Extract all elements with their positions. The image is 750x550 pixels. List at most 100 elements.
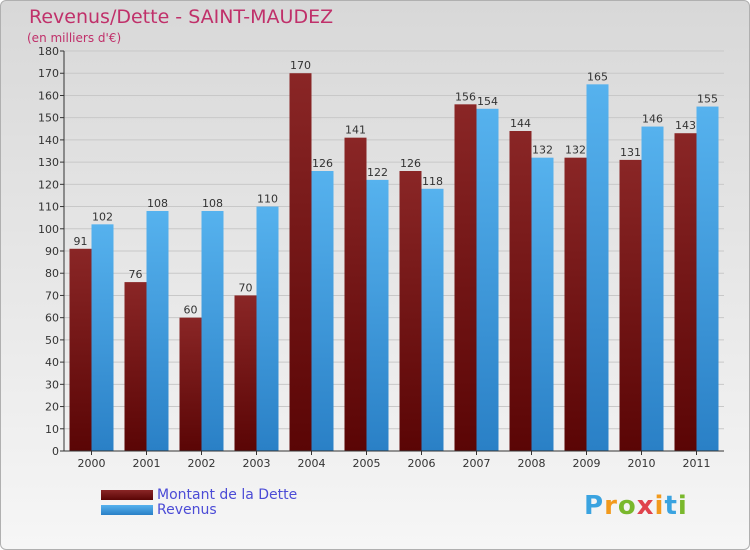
- bar-dette: [564, 157, 587, 451]
- legend-swatch-revenus: [101, 504, 153, 515]
- x-tick-label: 2010: [628, 457, 656, 470]
- y-tick-label: 10: [45, 423, 59, 436]
- y-tick-label: 40: [45, 356, 59, 369]
- logo-letter: o: [617, 491, 637, 521]
- data-label-revenus: 102: [92, 210, 113, 223]
- bar-revenus: [201, 211, 224, 451]
- logo-letter: r: [604, 491, 618, 521]
- y-tick-label: 170: [38, 67, 59, 80]
- data-label-revenus: 126: [312, 157, 333, 170]
- x-tick-label: 2008: [518, 457, 546, 470]
- legend: Montant de la Dette Revenus: [101, 486, 298, 518]
- data-label-revenus: 132: [532, 144, 553, 157]
- y-tick-label: 160: [38, 89, 59, 102]
- x-tick-label: 2001: [133, 457, 161, 470]
- legend-swatch-dette: [101, 489, 153, 500]
- bar-dette: [509, 131, 532, 451]
- bar-dette: [179, 317, 202, 451]
- data-label-dette: 70: [239, 281, 253, 294]
- bar-dette: [674, 133, 697, 451]
- bar-dette: [619, 159, 642, 451]
- bar-revenus: [256, 206, 279, 451]
- bar-revenus: [476, 108, 499, 452]
- bar-revenus: [641, 126, 664, 452]
- y-tick-label: 140: [38, 134, 59, 147]
- x-tick-label: 2004: [298, 457, 326, 470]
- bar-dette: [344, 137, 367, 451]
- y-tick-label: 30: [45, 378, 59, 391]
- y-tick-label: 20: [45, 401, 59, 414]
- bars: [69, 73, 719, 452]
- bar-revenus: [366, 179, 389, 451]
- bar-dette: [289, 73, 312, 451]
- data-label-dette: 91: [74, 235, 88, 248]
- bar-dette: [69, 248, 92, 451]
- logo-letter: i: [677, 491, 688, 521]
- y-tick-label: 80: [45, 267, 59, 280]
- chart-subtitle: (en milliers d'€): [27, 31, 122, 45]
- bar-dette: [454, 104, 477, 451]
- x-tick-label: 2006: [408, 457, 436, 470]
- x-tick-label: 2011: [683, 457, 711, 470]
- data-label-dette: 156: [455, 90, 476, 103]
- legend-item-dette: Montant de la Dette: [101, 486, 298, 503]
- y-tick-label: 60: [45, 312, 59, 325]
- legend-label-dette: Montant de la Dette: [157, 486, 298, 503]
- bar-revenus: [91, 224, 114, 451]
- y-tick-label: 130: [38, 156, 59, 169]
- data-label-dette: 131: [620, 146, 641, 159]
- axes: 0 10 20 30 40 50 60 70 80 90 100 110 120 130 140 150 160…: [38, 45, 724, 470]
- x-tick-label: 2007: [463, 457, 491, 470]
- y-tick-label: 120: [38, 178, 59, 191]
- bar-revenus: [586, 84, 609, 451]
- y-tick-label: 110: [38, 201, 59, 214]
- chart-title: Revenus/Dette - SAINT-MAUDEZ: [29, 6, 334, 28]
- x-tick-label: 2009: [573, 457, 601, 470]
- y-tick-label: 0: [52, 445, 59, 458]
- data-labels: 9110276108601087011017012614112212611815…: [74, 59, 719, 316]
- data-label-revenus: 155: [697, 93, 718, 106]
- y-tick-label: 90: [45, 245, 59, 258]
- data-label-dette: 141: [345, 124, 366, 137]
- y-tick-label: 150: [38, 112, 59, 125]
- logo-letter: t: [664, 491, 678, 521]
- bar-revenus: [531, 157, 554, 451]
- data-label-dette: 170: [290, 59, 311, 72]
- y-tick-label: 50: [45, 334, 59, 347]
- bar-dette: [234, 295, 257, 451]
- data-label-dette: 132: [565, 144, 586, 157]
- proxiti-logo: Proxiti: [584, 491, 688, 521]
- bar-dette: [399, 171, 422, 451]
- bar-revenus: [696, 106, 719, 452]
- y-tick-label: 180: [38, 45, 59, 58]
- logo-letter: x: [636, 491, 655, 521]
- y-tick-label: 70: [45, 289, 59, 302]
- data-label-dette: 126: [400, 157, 421, 170]
- logo-letter: P: [584, 491, 605, 521]
- x-tick-label: 2003: [243, 457, 271, 470]
- data-label-revenus: 118: [422, 175, 443, 188]
- bar-revenus: [311, 171, 334, 451]
- y-tick-label: 100: [38, 223, 59, 236]
- data-label-dette: 76: [129, 268, 143, 281]
- data-label-revenus: 146: [642, 113, 663, 126]
- bar-revenus: [146, 211, 169, 451]
- data-label-revenus: 122: [367, 166, 388, 179]
- data-label-dette: 60: [184, 304, 198, 317]
- data-label-revenus: 165: [587, 70, 608, 83]
- x-tick-label: 2002: [188, 457, 216, 470]
- legend-item-revenus: Revenus: [101, 501, 297, 518]
- bar-dette: [124, 282, 147, 451]
- data-label-revenus: 110: [257, 193, 278, 206]
- data-label-revenus: 154: [477, 95, 498, 108]
- legend-label-revenus: Revenus: [157, 501, 217, 518]
- data-label-revenus: 108: [202, 197, 223, 210]
- logo-letter: i: [654, 491, 665, 521]
- data-label-dette: 143: [675, 119, 696, 132]
- x-tick-label: 2000: [78, 457, 106, 470]
- bar-revenus: [421, 188, 444, 451]
- grid: [64, 50, 724, 430]
- data-label-dette: 144: [510, 117, 531, 130]
